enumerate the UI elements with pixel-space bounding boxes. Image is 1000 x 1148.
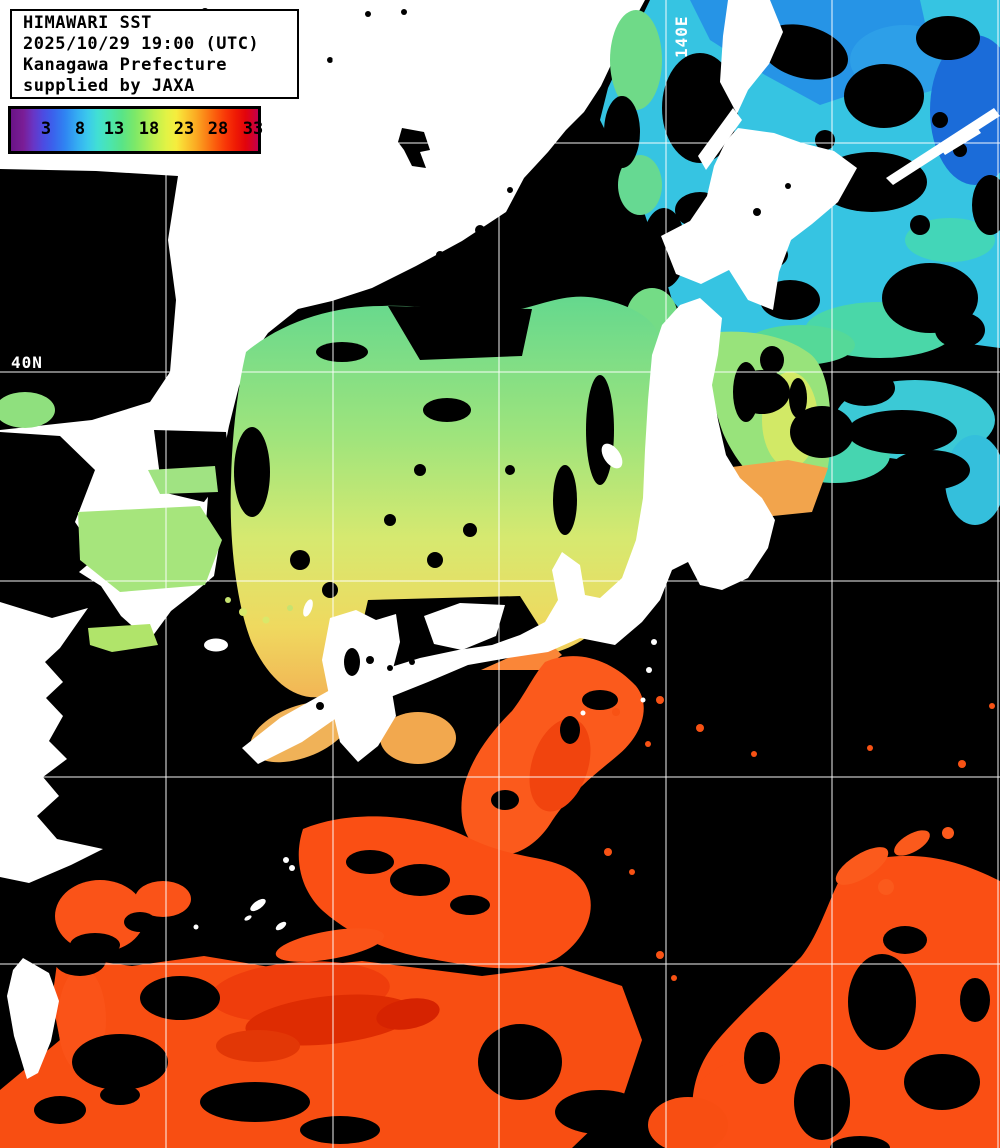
colorbar-tick: 28 xyxy=(207,119,229,139)
kyushu xyxy=(322,610,400,762)
hokkaido xyxy=(661,128,857,310)
tsushima-island xyxy=(303,599,313,617)
shikoku xyxy=(424,603,505,650)
timestamp: 2025/10/29 19:00 (UTC) xyxy=(23,34,260,54)
honshu xyxy=(242,298,775,764)
china-coast xyxy=(0,602,103,883)
cloud-details-land xyxy=(316,183,791,710)
colorbar-gradient xyxy=(11,109,258,151)
map-title: HIMAWARI SST xyxy=(23,13,152,33)
latitude-label: 40N xyxy=(11,353,43,372)
colorbar-tick: 18 xyxy=(138,119,160,139)
taiwan xyxy=(7,958,59,1079)
japan-land xyxy=(0,0,1000,1079)
colorbar-tick: 23 xyxy=(173,119,195,139)
info-box: HIMAWARI SST 2025/10/29 19:00 (UTC) Kana… xyxy=(10,9,299,99)
data-credit: supplied by JAXA xyxy=(23,76,195,96)
warm-speckles xyxy=(604,696,995,981)
jeju-island xyxy=(204,638,228,652)
longitude-label: 140E xyxy=(672,15,691,58)
izu-islands xyxy=(580,639,657,716)
sea-of-japan-field xyxy=(230,296,659,698)
colorbar-tick: 33 xyxy=(242,119,264,139)
colorbar-tick: 8 xyxy=(74,119,86,139)
region-name: Kanagawa Prefecture xyxy=(23,55,227,75)
colorbar-tick: 13 xyxy=(103,119,125,139)
sado-island xyxy=(601,443,623,469)
temperature-colorbar: 3 8 13 18 23 28 33 xyxy=(8,106,264,154)
colorbar-tick: 3 xyxy=(40,119,52,139)
sakhalin xyxy=(720,0,783,114)
ryukyu-islands xyxy=(193,857,295,931)
cloud-patches-sea xyxy=(34,16,1000,1148)
